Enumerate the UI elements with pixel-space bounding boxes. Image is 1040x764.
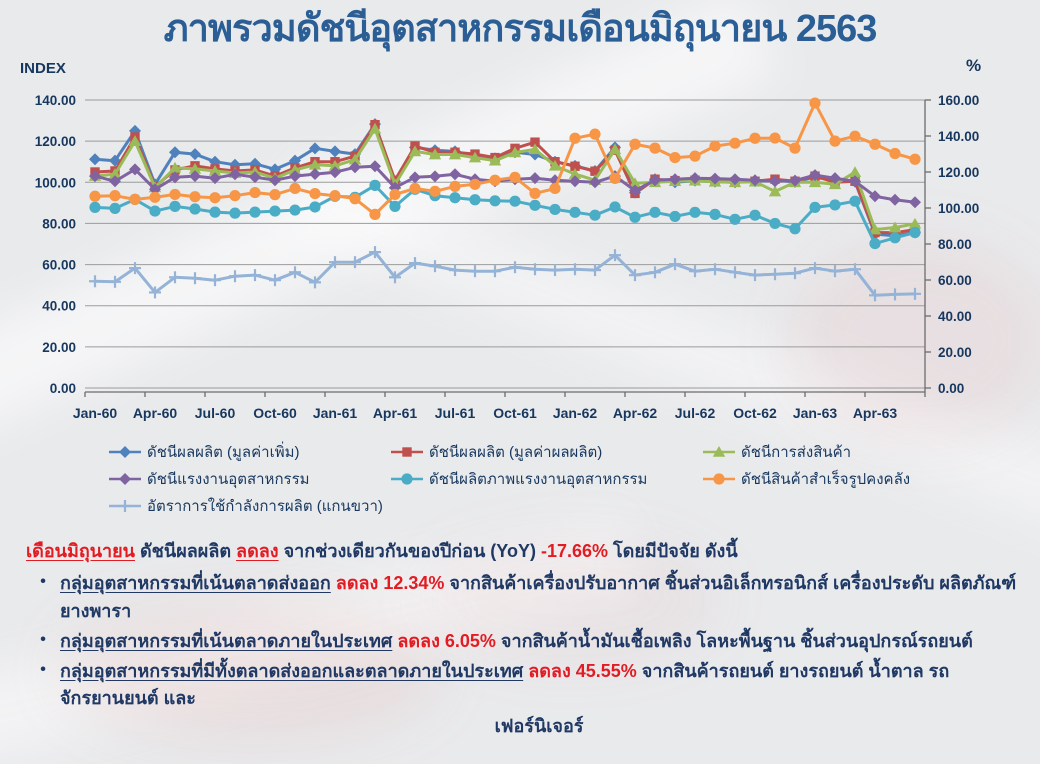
right-axis-tick-label: 60.00: [938, 273, 972, 288]
x-axis-tick-label: Jul-60: [195, 405, 236, 421]
bullet-dot: •: [40, 630, 46, 648]
x-axis-tick-label: Apr-60: [133, 405, 178, 421]
bullet-text: กลุ่มอุตสาหกรรมที่มีทั้งตลาดส่งออกและตลา…: [60, 658, 1018, 742]
legend-label: อัตราการใช้กำลังการผลิต (แกนขวา): [147, 498, 383, 515]
series-6: [89, 246, 921, 302]
right-axis-tick-label: 80.00: [938, 237, 972, 252]
industry-index-line-chart: 0.00 20.00 40.00 60.00 80.00 100.00 120.00 140.…: [35, 93, 980, 421]
change-percentage: ลดลง 45.55%: [523, 660, 637, 681]
x-axis-tick-label: Apr-63: [853, 405, 898, 421]
x-axis-tick-label: Jul-62: [675, 405, 716, 421]
x-axis: Jan-60 Apr-60 Jul-60 Oct-60 Jan-61 Apr-61 Jul-…: [73, 391, 926, 421]
left-axis-tick-label: 100.00: [35, 175, 76, 190]
slide-root: { "page": { "title": "ภาพรวมดัชนีอุตสาหก…: [0, 0, 1040, 740]
analysis-bullet-list: • กลุ่มอุตสาหกรรมที่เน้นตลาดส่งออก ลดลง 1…: [26, 570, 1018, 741]
legend-label: ดัชนีการส่งสินค้า: [741, 444, 852, 461]
left-axis-tick-label: 0.00: [50, 381, 76, 396]
right-axis-tick-label: 100.00: [938, 201, 979, 216]
left-axis-unit-label: INDEX: [20, 60, 66, 77]
legend-item-5: ดัชนีสินค้าสำเร็จรูปคงคลัง: [702, 468, 1008, 490]
legend-marker-icon: [391, 447, 423, 457]
legend-item-3: ดัชนีแรงงานอุตสาหกรรม: [108, 468, 390, 490]
legend-label: ดัชนีผลผลิต (มูลค่าเพิ่ม): [147, 444, 300, 461]
legend-item-4: ดัชนีผลิตภาพแรงงานอุตสาหกรรม: [390, 468, 702, 490]
legend-label: ดัชนีสินค้าสำเร็จรูปคงคลัง: [741, 471, 911, 488]
legend-marker-icon: [703, 446, 735, 457]
legend-item-6: อัตราการใช้กำลังการผลิต (แกนขวา): [108, 495, 390, 517]
industry-group-name: กลุ่มอุตสาหกรรมที่เน้นตลาดส่งออก: [60, 572, 331, 593]
analysis-bullet-1: • กลุ่มอุตสาหกรรมที่เน้นตลาดภายในประเทศ ล…: [26, 628, 1018, 656]
right-axis-tick-label: 0.00: [938, 381, 964, 396]
series-5: [89, 97, 921, 220]
x-axis-tick-label: Jul-61: [435, 405, 476, 421]
right-axis-tick-label: 40.00: [938, 309, 972, 324]
right-axis-tick-label: 120.00: [938, 165, 979, 180]
x-axis-tick-label: Jan-62: [553, 405, 598, 421]
analysis-bullet-0: • กลุ่มอุตสาหกรรมที่เน้นตลาดส่งออก ลดลง 1…: [26, 570, 1018, 626]
intro-yoy-value: -17.66%: [540, 541, 609, 561]
right-axis-unit-label: %: [966, 56, 982, 75]
x-axis-tick-label: Jan-60: [73, 405, 118, 421]
legend-label: ดัชนีแรงงานอุตสาหกรรม: [147, 471, 310, 488]
bullet-dot: •: [40, 660, 46, 678]
intro-down: ลดลง: [236, 541, 279, 561]
legend-marker-icon: [109, 446, 141, 458]
gridlines: [85, 99, 925, 389]
x-axis-tick-label: Jan-63: [793, 405, 838, 421]
bullet-text: กลุ่มอุตสาหกรรมที่เน้นตลาดภายในประเทศ ลด…: [60, 628, 1018, 656]
left-axis-tick-label: 80.00: [42, 216, 76, 231]
x-axis-tick-label: Jan-61: [313, 405, 358, 421]
change-detail: จากสินค้าน้ำมันเชื้อเพลิง โลหะพื้นฐาน ชิ…: [495, 630, 973, 651]
right-axis: 0.00 20.00 40.00 60.00 80.00 100.00 120.00 140.…: [924, 93, 979, 396]
left-axis-tick-label: 120.00: [35, 134, 76, 149]
legend-label: ดัชนีผลผลิต (มูลค่าผลผลิต): [429, 444, 603, 461]
industry-group-name: กลุ่มอุตสาหกรรมที่มีทั้งตลาดส่งออกและตลา…: [60, 660, 524, 681]
right-axis-tick-label: 140.00: [938, 129, 979, 144]
analysis-intro-line: เดือนมิถุนายน ดัชนีผลผลิต ลดลง จากช่วงเด…: [26, 538, 1018, 566]
legend-marker-icon: [109, 500, 141, 512]
bullet-text: กลุ่มอุตสาหกรรมที่เน้นตลาดส่งออก ลดลง 12…: [60, 570, 1018, 626]
change-detail: จากสินค้าเครื่องปรับอากาศ ชิ้นส่วนอิเล็ก…: [60, 572, 1017, 621]
left-axis-tick-label: 60.00: [42, 258, 76, 273]
left-axis-tick-label: 40.00: [42, 299, 76, 314]
change-percentage: ลดลง 12.34%: [330, 572, 445, 593]
legend-marker-icon: [703, 473, 735, 485]
industry-group-name: กลุ่มอุตสาหกรรมที่เน้นตลาดภายในประเทศ: [60, 630, 393, 651]
x-axis-tick-label: Oct-62: [733, 405, 777, 421]
intro-mid1: ดัชนีผลผลิต: [134, 541, 237, 561]
change-percentage: ลดลง 6.05%: [392, 630, 496, 651]
legend-item-1: ดัชนีผลผลิต (มูลค่าผลผลิต): [390, 441, 702, 463]
change-detail-continued: เฟอร์นิเจอร์: [494, 716, 584, 737]
x-axis-tick-label: Apr-61: [373, 405, 418, 421]
x-axis-tick-label: Oct-60: [253, 405, 297, 421]
left-axis-tick-label: 140.00: [35, 93, 76, 108]
legend-label: ดัชนีผลิตภาพแรงงานอุตสาหกรรม: [429, 471, 648, 488]
x-axis-tick-label: Apr-62: [613, 405, 658, 421]
analysis-text-block: เดือนมิถุนายน ดัชนีผลผลิต ลดลง จากช่วงเด…: [26, 538, 1018, 741]
x-axis-tick-label: Oct-61: [493, 405, 537, 421]
legend-item-0: ดัชนีผลผลิต (มูลค่าเพิ่ม): [108, 441, 390, 463]
legend-marker-icon: [109, 473, 141, 485]
right-axis-tick-label: 20.00: [938, 345, 972, 360]
intro-mid2: จากช่วงเดียวกันของปีก่อน (YoY): [278, 541, 541, 561]
change-detail: จากสินค้ารถยนต์ ยางรถยนต์ น้ำตาล รถจักรย…: [60, 660, 950, 709]
legend-marker-icon: [391, 473, 423, 485]
series-4: [89, 179, 921, 250]
intro-month: เดือนมิถุนายน: [26, 541, 135, 561]
chart-legend: ดัชนีผลผลิต (มูลค่าเพิ่ม) ดัชนีผลผลิต (มู…: [108, 441, 1008, 517]
right-axis-tick-label: 160.00: [938, 93, 979, 108]
page-title: ภาพรวมดัชนีอุตสาหกรรมเดือนมิถุนายน 2563: [163, 8, 878, 50]
analysis-bullet-2: • กลุ่มอุตสาหกรรมที่มีทั้งตลาดส่งออกและตล…: [26, 658, 1018, 742]
intro-tail: โดยมีปัจจัย ดังนี้: [608, 541, 738, 561]
left-axis-tick-label: 20.00: [42, 340, 76, 355]
bullet-dot: •: [40, 572, 46, 590]
legend-item-2: ดัชนีการส่งสินค้า: [702, 441, 1008, 463]
